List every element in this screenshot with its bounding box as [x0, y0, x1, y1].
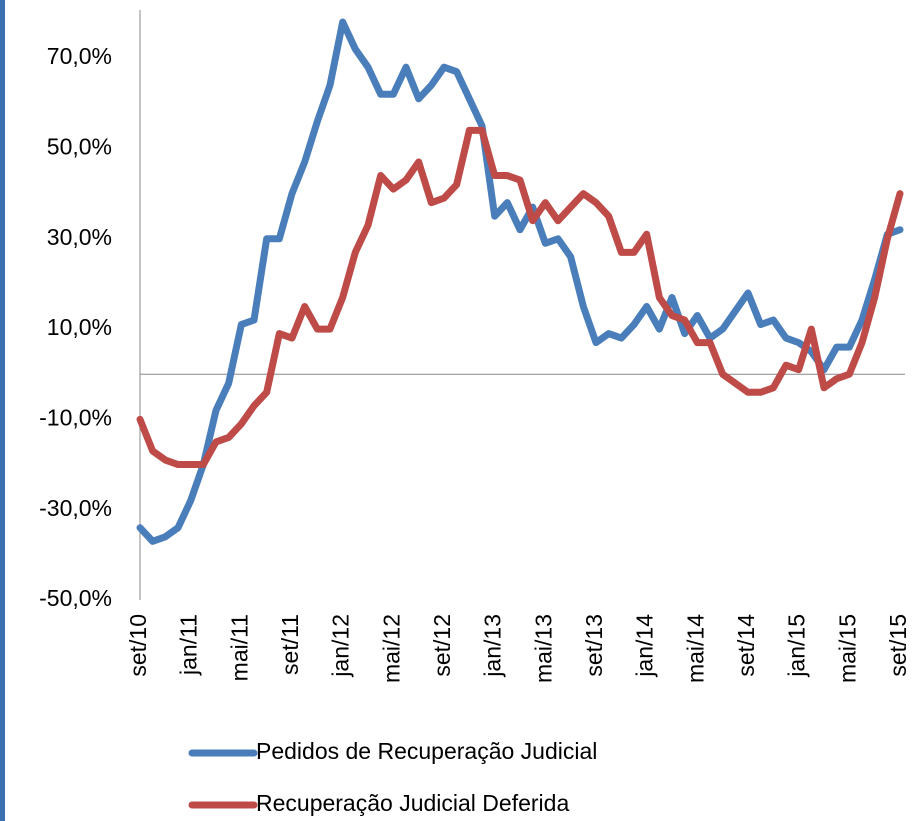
x-tick-label: mai/12 [378, 614, 404, 683]
x-tick-label: jan/15 [784, 614, 810, 678]
y-tick-label: -30,0% [39, 495, 112, 521]
frame-border [0, 0, 5, 821]
x-tick-label: jan/12 [328, 614, 354, 678]
x-tick-label: set/11 [277, 614, 303, 675]
x-tick-label: jan/11 [176, 614, 202, 676]
x-tick-label: set/14 [733, 614, 759, 677]
y-tick-label: -10,0% [39, 404, 112, 430]
y-tick-label: -50,0% [39, 585, 112, 611]
legend-label: Recuperação Judicial Deferida [256, 790, 569, 816]
x-tick-label: jan/13 [480, 614, 506, 678]
x-tick-label: mai/11 [226, 614, 252, 681]
legend-label: Pedidos de Recuperação Judicial [256, 738, 597, 764]
x-tick-label: set/13 [581, 614, 607, 677]
x-tick-label: set/15 [885, 614, 911, 677]
x-tick-label: mai/15 [834, 614, 860, 683]
data-line [136, 18, 904, 545]
x-tick-label: set/12 [429, 614, 455, 677]
x-tick-label: set/10 [125, 614, 151, 677]
y-tick-label: 50,0% [47, 134, 112, 160]
y-tick-label: 10,0% [47, 314, 112, 340]
x-tick-label: mai/14 [682, 614, 708, 683]
data-line [136, 126, 904, 469]
x-tick-label: jan/14 [632, 614, 658, 678]
y-tick-label: 30,0% [47, 224, 112, 250]
x-tick-label: mai/13 [530, 614, 556, 683]
y-tick-label: 70,0% [47, 43, 112, 69]
